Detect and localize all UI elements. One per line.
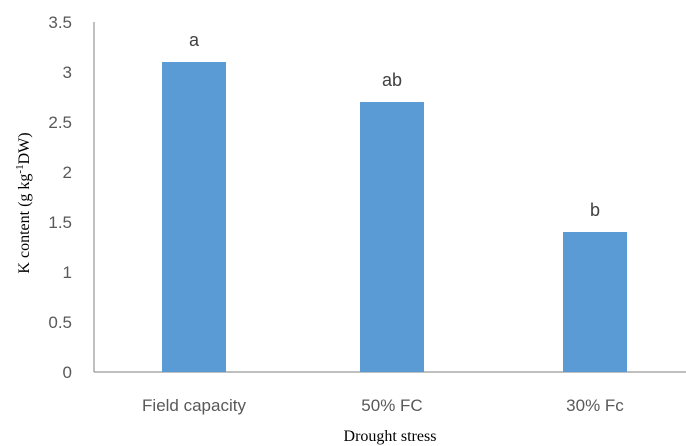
y-tick-label: 2.5 xyxy=(48,113,72,132)
y-tick-label: 1.5 xyxy=(48,213,72,232)
bars xyxy=(162,62,627,372)
y-axis-title-superscript: -1 xyxy=(14,164,26,173)
y-tick-label: 0 xyxy=(63,363,72,382)
x-axis-title: Drought stress xyxy=(344,428,437,445)
x-category-label: 30% Fc xyxy=(566,396,624,415)
y-axis-title-main: K content (g kg xyxy=(16,174,33,274)
y-axis-title: K content (g kg-1DW) xyxy=(14,132,33,273)
bar xyxy=(162,62,226,372)
bar xyxy=(563,232,627,372)
y-tick-label: 1 xyxy=(63,263,72,282)
bar xyxy=(360,102,424,372)
x-category-label: 50% FC xyxy=(361,396,422,415)
significance-letter: ab xyxy=(382,70,402,90)
y-axis-ticks: 0 0.5 1 1.5 2 2.5 3 3.5 xyxy=(48,13,72,382)
y-tick-label: 0.5 xyxy=(48,313,72,332)
x-category-label: Field capacity xyxy=(142,396,246,415)
y-tick-label: 3 xyxy=(63,63,72,82)
significance-labels: a ab b xyxy=(189,30,600,220)
y-tick-label: 2 xyxy=(63,163,72,182)
y-tick-label: 3.5 xyxy=(48,13,72,32)
x-axis-category-labels: Field capacity 50% FC 30% Fc xyxy=(142,396,624,415)
significance-letter: b xyxy=(590,200,600,220)
significance-letter: a xyxy=(189,30,200,50)
y-axis-title-tail: DW) xyxy=(16,132,33,164)
